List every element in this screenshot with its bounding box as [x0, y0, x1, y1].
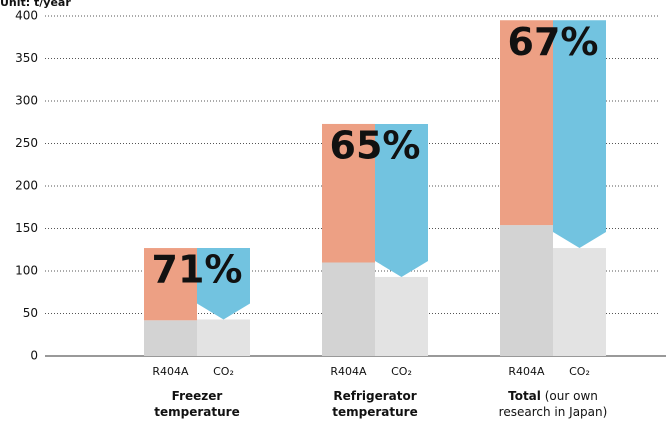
- bar-reduction: [500, 20, 553, 226]
- bar-reduction: [144, 248, 197, 321]
- reduction-arrow: [197, 248, 250, 320]
- group-label-bold: Freezer temperature: [154, 389, 240, 419]
- x-tick-label: R404A: [152, 365, 189, 378]
- group-label: Total (our own research in Japan): [488, 388, 618, 420]
- y-tick-label: 200: [15, 179, 38, 193]
- x-tick-label: CO₂: [391, 365, 412, 378]
- y-tick-label: 400: [15, 9, 38, 23]
- bar-base: [375, 276, 428, 356]
- y-tick-label: 300: [15, 94, 38, 108]
- reduction-arrow: [553, 20, 606, 249]
- y-tick-label: 100: [15, 264, 38, 278]
- y-tick-label: 150: [15, 221, 38, 235]
- reduction-label: 65%: [330, 123, 421, 167]
- group-label: Refrigerator temperature: [325, 388, 425, 420]
- y-tick-label: 250: [15, 136, 38, 150]
- group-label-bold: Refrigerator temperature: [332, 389, 418, 419]
- reduction-arrow: [375, 123, 428, 277]
- group-label-note: (our own research in Japan): [498, 389, 608, 419]
- x-tick-label: R404A: [330, 365, 367, 378]
- y-tick-label: 0: [30, 349, 38, 363]
- bar-base: [500, 225, 553, 356]
- group-label-bold: Total: [508, 389, 541, 403]
- y-tick-label: 50: [23, 306, 38, 320]
- bar-reduction: [322, 123, 375, 263]
- x-tick-label: R404A: [508, 365, 545, 378]
- bar-base: [553, 248, 606, 356]
- bar-base: [322, 262, 375, 356]
- x-tick-label: CO₂: [213, 365, 234, 378]
- x-tick-label: CO₂: [569, 365, 590, 378]
- unit-label: Unit: t/year: [0, 0, 71, 9]
- reduction-label: 71%: [152, 248, 243, 292]
- y-tick-label: 350: [15, 51, 38, 65]
- reduction-label: 67%: [508, 20, 599, 64]
- group-label: Freezer temperature: [147, 388, 247, 420]
- bar-base: [144, 320, 197, 356]
- bar-base: [197, 319, 250, 356]
